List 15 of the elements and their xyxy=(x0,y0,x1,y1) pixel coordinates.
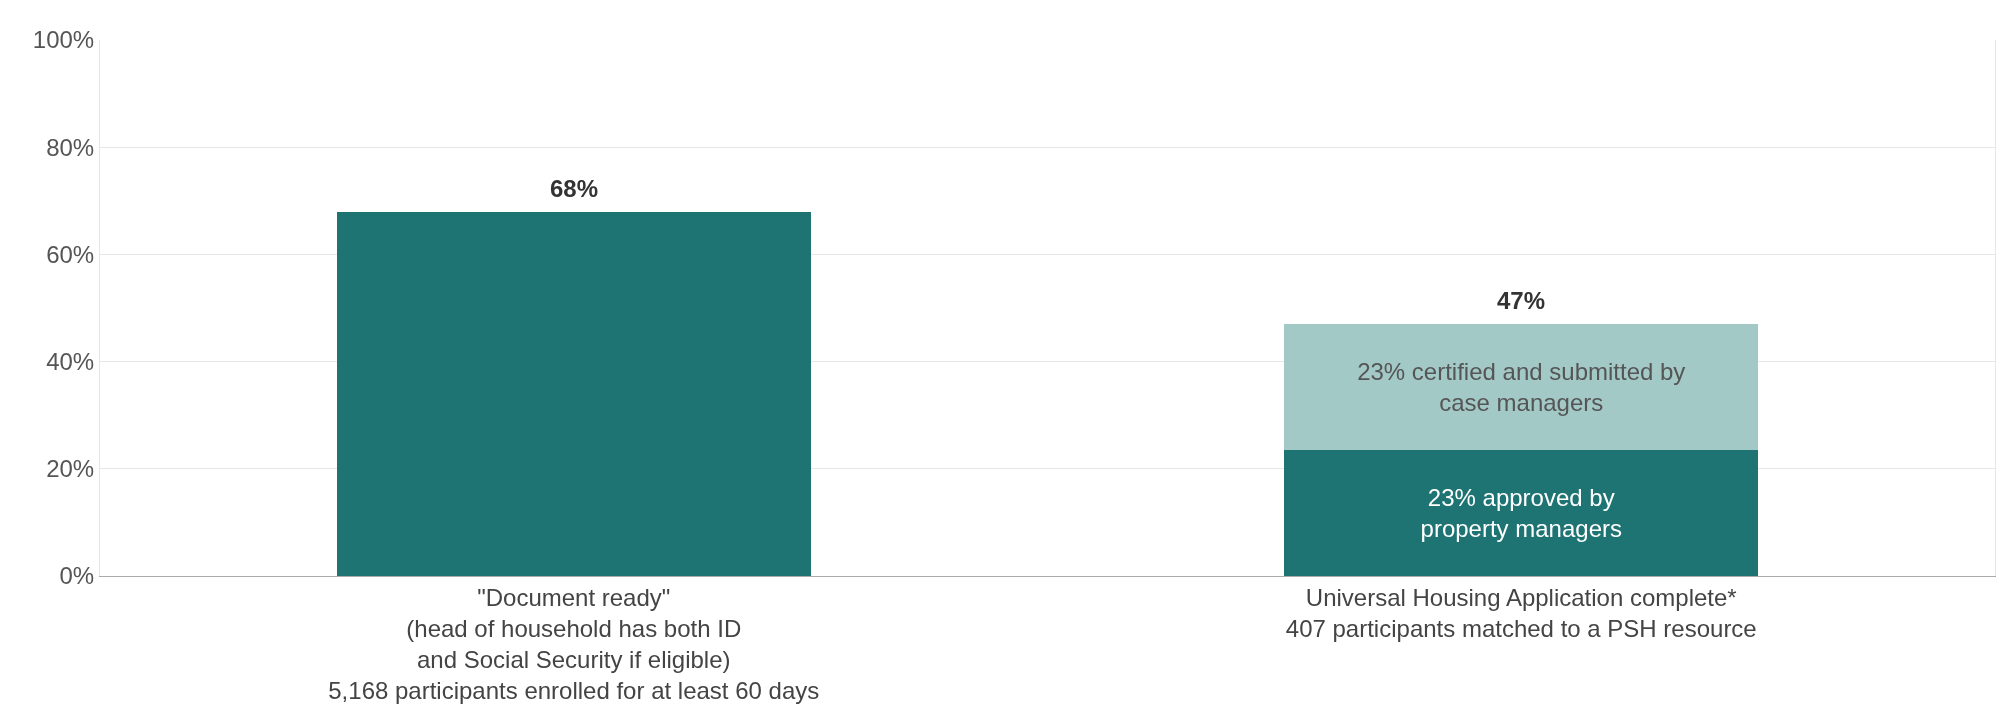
total-label: 47% xyxy=(1497,287,1546,314)
y-tick-label: 100% xyxy=(32,26,95,54)
x-tick-label: Universal Housing Application complete* 407 participants matched to a PSH resource xyxy=(1285,583,1757,642)
x-tick-label: "Document ready" (head of household has both ID and Social Security if eligible) 5,168 participants enrolled for at least 60 days xyxy=(328,583,820,705)
y-tick-label: 60% xyxy=(46,240,95,268)
y-tick-label: 0% xyxy=(59,562,95,590)
data-label: 23% approved by property managers xyxy=(1420,483,1622,543)
bar xyxy=(336,211,811,576)
y-tick-label: 40% xyxy=(46,348,95,375)
total-label: 68% xyxy=(550,175,599,202)
y-tick-label: 80% xyxy=(46,133,95,161)
data-label: 23% certified and submitted by case managers xyxy=(1357,357,1686,417)
bar xyxy=(1284,450,1759,576)
y-tick-label: 20% xyxy=(46,455,95,483)
bar xyxy=(1284,324,1759,451)
